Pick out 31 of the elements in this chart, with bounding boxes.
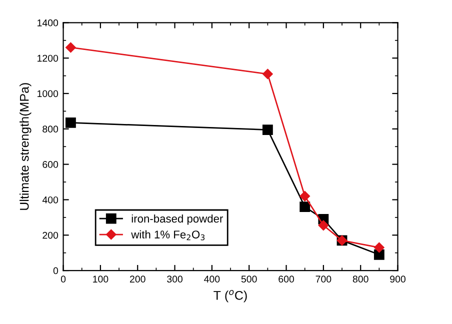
- x-tick-label: 100: [93, 276, 108, 283]
- point: [374, 249, 384, 260]
- x-axis-title: T ($^{o}$C): [214, 290, 247, 302]
- point: [300, 202, 310, 212]
- legend-label: with 1% Fe$_{2}$O$_{3}$: [131, 230, 205, 240]
- point: [66, 118, 76, 128]
- x-tick-label: 300: [167, 276, 183, 283]
- point: [300, 191, 310, 202]
- y-tick-label: 600: [42, 161, 58, 168]
- point: [262, 124, 273, 135]
- x-tick-label: 400: [204, 276, 220, 283]
- x-tick-label: 600: [278, 276, 294, 283]
- x-tick-label: 500: [241, 276, 257, 283]
- point: [374, 242, 384, 253]
- point: [66, 42, 76, 53]
- legend-label: iron-based powder: [132, 214, 223, 225]
- x-tick-label: 900: [390, 276, 406, 283]
- y-tick-label: 1200: [38, 54, 58, 62]
- y-tick-label: 1400: [38, 19, 58, 26]
- y-tick-label: 200: [42, 232, 58, 239]
- x-tick-label: 200: [130, 276, 146, 283]
- y-tick-label: 400: [42, 196, 58, 204]
- y-tick-label: 800: [42, 126, 58, 133]
- x-tick-label: 0: [60, 276, 66, 283]
- x-tick-label: 800: [352, 276, 368, 283]
- point: [318, 220, 329, 231]
- y-tick-label: 0: [53, 267, 58, 274]
- point: [262, 68, 273, 80]
- x-tick-label: 700: [316, 276, 332, 283]
- y-axis-title: Ultimate strength(MPa): [20, 83, 32, 210]
- y-tick-label: 1000: [38, 90, 58, 98]
